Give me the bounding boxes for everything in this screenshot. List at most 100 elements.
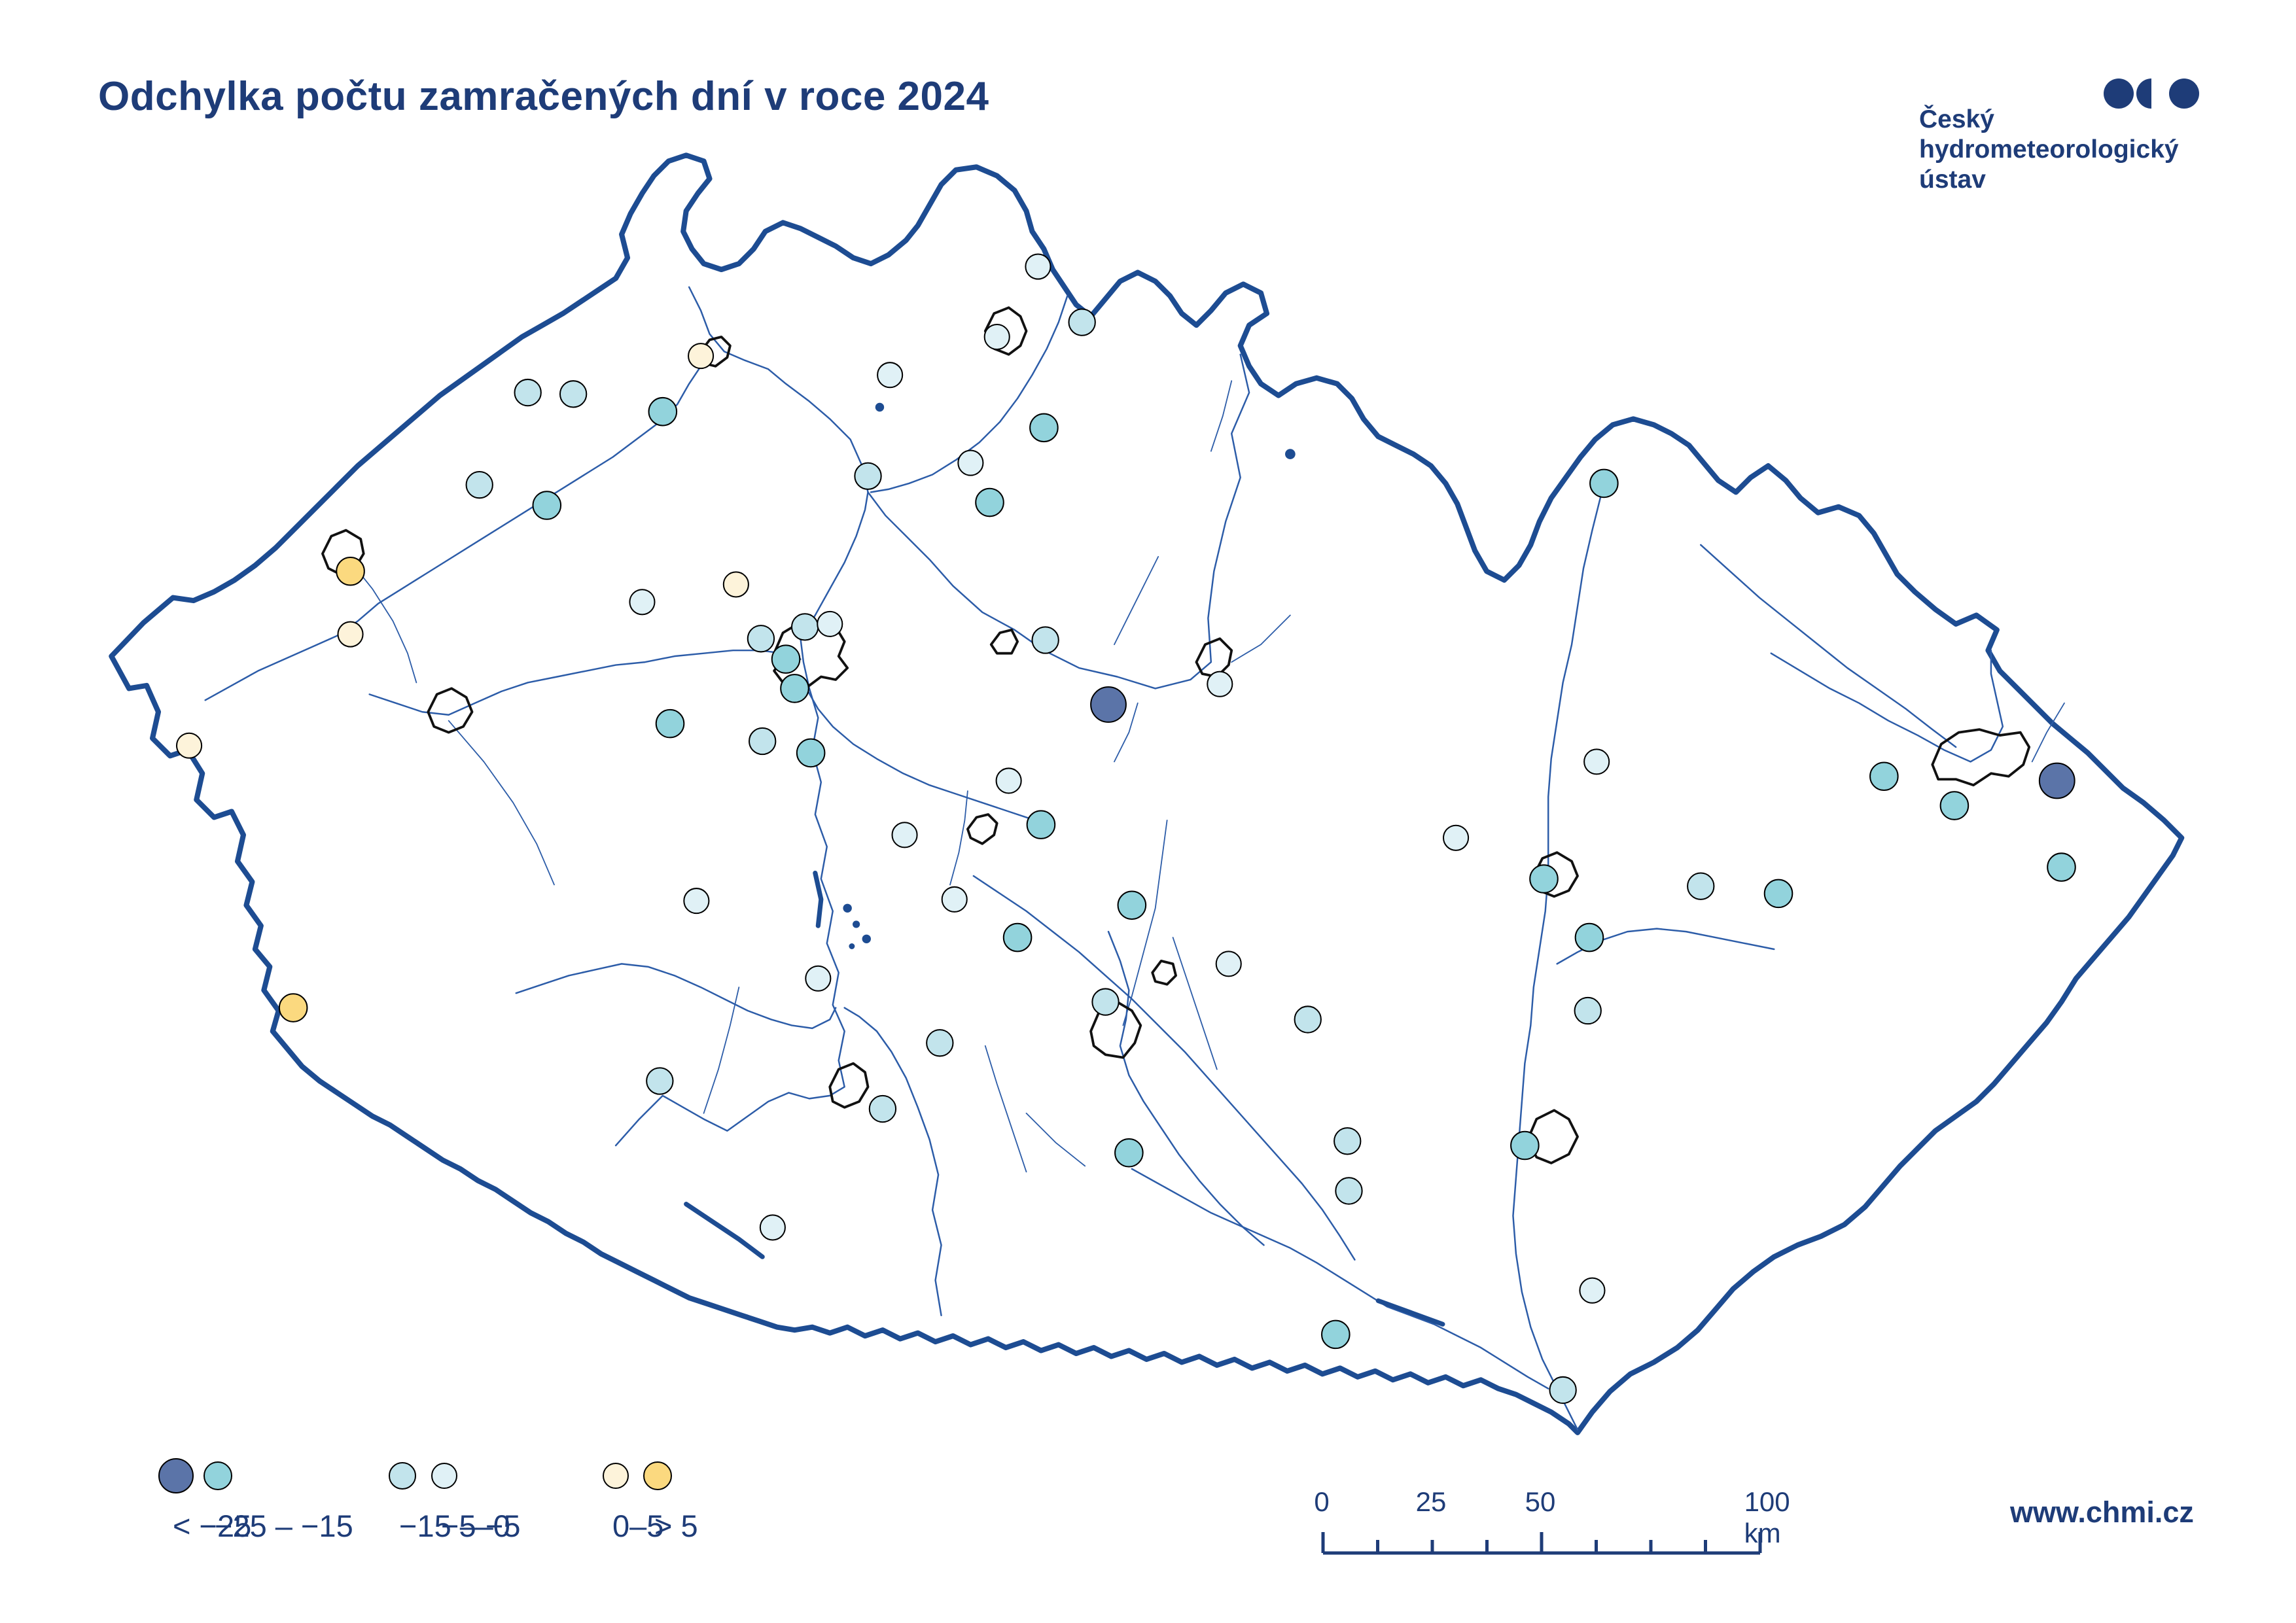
city-boundary-ceske-budejovice — [828, 1062, 870, 1109]
station-dot — [1026, 810, 1056, 839]
station-dot — [683, 888, 710, 915]
lake-lipno — [684, 1202, 765, 1259]
city-boundary-liberec — [983, 306, 1028, 356]
river-labe — [688, 286, 1250, 689]
pond-rozkos — [1285, 449, 1296, 459]
station-dot — [796, 738, 826, 768]
city-boundary-nove-mesto — [1151, 959, 1177, 986]
city-boundary-ostrava — [1931, 728, 2031, 787]
legend-label: > 5 — [654, 1508, 698, 1543]
station-dot — [278, 993, 308, 1022]
station-dot — [995, 767, 1022, 794]
scale-label-25: 25 — [1415, 1486, 1447, 1517]
station-dot — [1333, 1127, 1362, 1155]
page-title: Odchylka počtu zamračených dní v roce 20… — [98, 74, 989, 119]
station-dot — [1869, 761, 1899, 792]
station-dot — [1574, 922, 1604, 952]
river-sazava — [805, 688, 1036, 822]
pond-trebon-4 — [849, 943, 855, 949]
station-dot — [1090, 686, 1127, 723]
stations-layer — [176, 253, 2076, 1405]
station-dot — [2038, 762, 2075, 799]
station-dot — [1529, 864, 1559, 894]
chmi-logo-text: Český hydrometeorologický ústav — [1919, 105, 2179, 195]
station-dot — [1579, 1277, 1606, 1304]
station-dot — [1549, 1376, 1577, 1405]
station-dot — [646, 1067, 674, 1095]
station-dot — [957, 449, 984, 476]
river-nezarka — [984, 1045, 1027, 1173]
station-dot — [868, 1094, 897, 1123]
station-dot — [805, 965, 832, 992]
station-dot — [648, 396, 678, 427]
station-dot — [465, 471, 493, 499]
station-dot — [1294, 1005, 1322, 1034]
website-link[interactable]: www.chmi.cz — [2010, 1495, 2194, 1529]
logo-line-1: Český — [1919, 105, 1994, 133]
pond-trebon-2 — [852, 920, 860, 928]
scale-bar: 0 25 50 100 km — [1314, 1486, 1790, 1558]
station-dot — [1091, 988, 1120, 1016]
river-tepla — [348, 559, 417, 684]
river-otava — [515, 963, 837, 1030]
station-dot — [1215, 951, 1242, 977]
station-dot — [1321, 1319, 1351, 1350]
river-doubrava — [1114, 702, 1139, 763]
station-dot — [532, 491, 562, 520]
river-svratka — [1107, 930, 1265, 1246]
station-dot — [1031, 626, 1059, 654]
station-dot — [1207, 671, 1233, 697]
river-opava — [1700, 544, 1957, 748]
river-blanice — [703, 986, 740, 1114]
city-boundary-plzen — [427, 687, 474, 734]
station-dot — [854, 462, 882, 490]
legend-label: −15 – −5 — [399, 1508, 521, 1543]
legend: < −25 −25 – −15 −15 – −5 −5–0 0–5 > 5 — [157, 1451, 769, 1550]
station-dot — [926, 1029, 954, 1057]
station-dot — [1443, 824, 1470, 851]
city-boundary-zlin — [1526, 1109, 1579, 1164]
station-dot — [722, 571, 749, 598]
river-svitava — [1122, 820, 1168, 1026]
station-dot — [749, 727, 777, 756]
station-dot — [1589, 468, 1619, 498]
legend-label: −25 – −15 — [215, 1508, 353, 1543]
pond-machovo — [875, 402, 885, 412]
station-dot — [877, 362, 904, 389]
station-dot — [629, 589, 656, 616]
river-olse — [2031, 702, 2065, 763]
legend-label: 0–5 — [612, 1508, 664, 1543]
river-dyje — [1131, 1168, 1549, 1389]
station-dot — [747, 625, 775, 653]
chmi-logo-icon — [2104, 79, 2199, 109]
country-border — [109, 152, 2185, 1435]
rivers-layer — [204, 286, 2065, 1431]
legend-swatch — [157, 1457, 195, 1495]
scale-bar-ticks — [1321, 1532, 1762, 1555]
station-dot — [1029, 413, 1059, 443]
station-dot — [891, 822, 918, 848]
station-dot — [1335, 1177, 1363, 1205]
station-dot — [1574, 996, 1602, 1025]
station-dot — [780, 674, 809, 703]
river-luznice — [843, 1007, 942, 1317]
station-dot — [1510, 1130, 1540, 1161]
legend-swatch — [639, 1457, 677, 1495]
scale-label-50: 50 — [1525, 1486, 1556, 1517]
river-morava — [1512, 494, 1602, 1431]
city-boundary-kolin — [989, 628, 1019, 655]
station-dot — [941, 886, 968, 913]
lakes-layer — [684, 402, 1445, 1327]
scale-label-100km: 100 km — [1744, 1486, 1790, 1548]
pond-trebon-1 — [843, 903, 852, 913]
logo-line-3: ústav — [1919, 166, 1986, 194]
station-dot — [790, 613, 819, 641]
station-dot — [176, 732, 203, 759]
river-zelivka — [949, 790, 968, 886]
city-boundary-karlovy-vary — [321, 529, 365, 576]
station-dot — [771, 644, 801, 674]
lake-nove-mlyny — [1375, 1298, 1445, 1327]
legend-swatch — [199, 1457, 237, 1495]
